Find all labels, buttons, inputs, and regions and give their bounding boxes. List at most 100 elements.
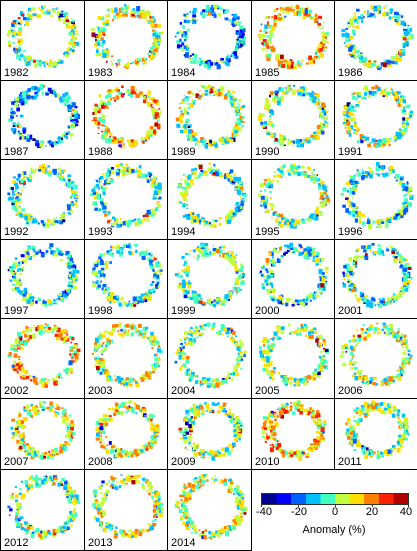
anomaly-pixel	[97, 208, 100, 211]
anomaly-pixel	[240, 367, 243, 370]
anomaly-pixel	[89, 193, 94, 197]
anomaly-pixel	[179, 129, 184, 134]
anomaly-pixel	[351, 274, 354, 277]
anomaly-pixel	[399, 129, 404, 134]
anomaly-pixel	[222, 245, 226, 249]
anomaly-pixel	[230, 213, 234, 216]
anomaly-pixel	[312, 258, 315, 261]
anomaly-pixel	[199, 249, 204, 254]
anomaly-pixel	[116, 299, 119, 303]
anomaly-pixel	[402, 205, 405, 208]
anomaly-pixel	[231, 337, 234, 340]
anomaly-pixel	[322, 39, 327, 44]
anomaly-pixel	[322, 109, 326, 114]
anomaly-pixel	[264, 368, 268, 372]
anomaly-pixel	[369, 170, 374, 174]
anomaly-pixel	[114, 217, 117, 221]
anomaly-pixel	[118, 144, 122, 147]
anomaly-pixel	[177, 201, 181, 204]
anomaly-pixel	[356, 20, 359, 23]
anomaly-pixel	[72, 23, 76, 27]
anomaly-pixel	[353, 109, 357, 112]
anomaly-pixel	[223, 175, 228, 180]
anomaly-pixel	[231, 19, 235, 25]
anomaly-pixel	[199, 296, 203, 300]
anomaly-pixel	[322, 125, 326, 128]
anomaly-pixel	[382, 253, 385, 257]
anomaly-pixel	[226, 219, 232, 224]
anomaly-pixel	[268, 25, 273, 29]
anomaly-pixel	[391, 298, 394, 301]
anomaly-pixel	[64, 54, 69, 58]
anomaly-pixel	[145, 249, 148, 252]
anomaly-pixel	[45, 223, 50, 228]
anomaly-pixel	[322, 49, 325, 52]
anomaly-pixel	[25, 21, 29, 26]
anomaly-pixel	[29, 18, 33, 21]
anomaly-pixel	[312, 16, 315, 20]
anomaly-pixel	[12, 176, 16, 179]
panel-year-label: 1984	[171, 67, 196, 79]
anomaly-pixel	[324, 120, 327, 123]
anomaly-pixel	[281, 219, 283, 222]
anomaly-pixel	[16, 54, 21, 59]
anomaly-pixel	[57, 141, 60, 144]
anomaly-pixel	[146, 172, 150, 175]
anomaly-pixel	[407, 125, 410, 128]
anomaly-pixel	[122, 170, 126, 174]
anomaly-pixel	[106, 128, 111, 133]
anomaly-pixel	[226, 135, 228, 138]
anomaly-pixel	[129, 302, 133, 307]
anomaly-pixel	[196, 327, 199, 331]
anomaly-pixel	[227, 254, 232, 258]
anomaly-pixel	[100, 16, 105, 21]
anomaly-pixel	[198, 172, 203, 177]
anomaly-pixel	[323, 34, 327, 37]
anomaly-pixel	[266, 104, 271, 109]
panel-year-label: 1986	[338, 67, 363, 79]
anomaly-pixel	[197, 96, 202, 100]
map-panel-1994: 1994	[167, 159, 252, 240]
anomaly-pixel	[65, 262, 69, 265]
anomaly-pixel	[403, 107, 406, 110]
anomaly-pixel	[102, 210, 107, 214]
anomaly-pixel	[238, 127, 242, 132]
anomaly-pixel	[63, 368, 68, 372]
anomaly-pixel	[190, 90, 193, 94]
anomaly-pixel	[180, 342, 184, 346]
anomaly-pixel	[30, 248, 33, 251]
anomaly-pixel	[283, 143, 286, 147]
anomaly-pixel	[324, 199, 327, 203]
anomaly-pixel	[138, 299, 142, 303]
anomaly-pixel	[15, 45, 17, 47]
anomaly-pixel	[409, 29, 413, 32]
anomaly-pixel	[101, 119, 106, 124]
anomaly-pixel	[98, 335, 103, 340]
anomaly-pixel	[19, 58, 22, 61]
anomaly-pixel	[287, 248, 290, 250]
anomaly-pixel	[67, 125, 70, 129]
anomaly-pixel	[73, 344, 78, 349]
anomaly-pixel	[271, 364, 273, 367]
anomaly-pixel	[8, 195, 11, 198]
anomaly-pixel	[19, 182, 22, 185]
anomaly-pixel	[141, 374, 146, 378]
anomaly-pixel	[102, 342, 105, 345]
anomaly-pixel	[352, 129, 355, 131]
anomaly-pixel	[68, 31, 72, 36]
anomaly-pixel	[271, 125, 275, 129]
anomaly-pixel	[321, 337, 324, 340]
anomaly-pixel	[258, 272, 262, 275]
anomaly-pixel	[214, 378, 218, 382]
anomaly-pixel	[394, 298, 398, 301]
anomaly-pixel	[290, 168, 294, 172]
anomaly-pixel	[228, 172, 231, 175]
anomaly-pixel	[55, 64, 59, 66]
anomaly-pixel	[149, 214, 152, 217]
anomaly-pixel	[385, 172, 389, 177]
anomaly-pixel	[21, 208, 26, 211]
anomaly-pixel	[150, 331, 154, 336]
anomaly-pixel	[214, 92, 219, 96]
anomaly-pixel	[194, 299, 197, 302]
anomaly-pixel	[273, 170, 276, 173]
